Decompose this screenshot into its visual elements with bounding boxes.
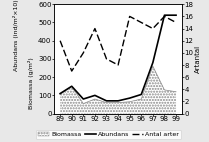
Y-axis label: Artantal: Artantal xyxy=(195,45,201,73)
Text: Abundans (ind/m²×10): Abundans (ind/m²×10) xyxy=(13,0,19,71)
Legend: Biomassa, Abundans, Antal arter: Biomassa, Abundans, Antal arter xyxy=(36,130,181,139)
Text: Biomassa (g/m²): Biomassa (g/m²) xyxy=(28,57,34,109)
